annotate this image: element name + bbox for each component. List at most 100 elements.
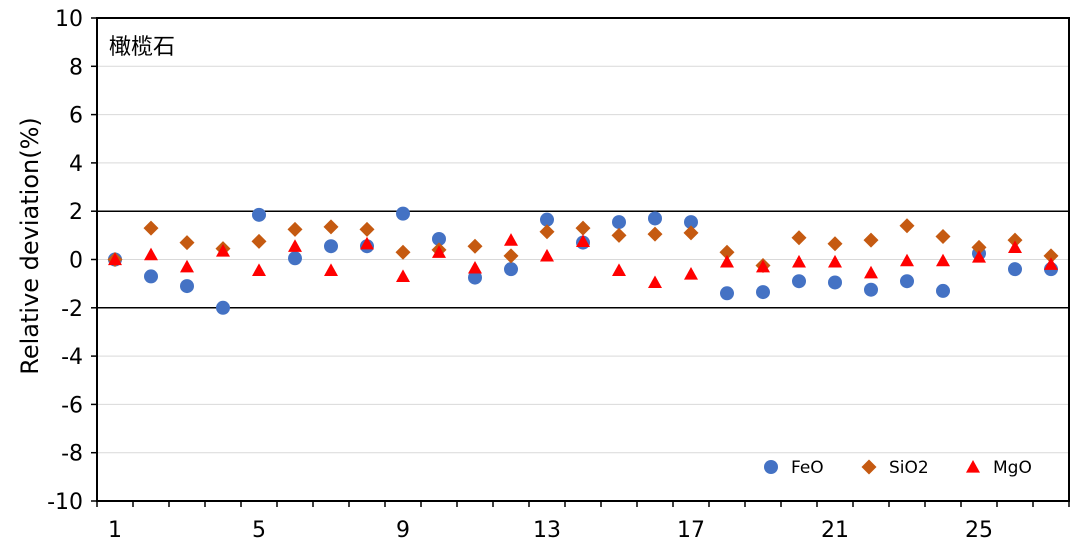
y-tick-label: -8 xyxy=(61,442,83,467)
mgo-point xyxy=(1008,240,1022,254)
feo-point xyxy=(900,274,914,289)
mgo-point xyxy=(144,247,158,261)
feo-point xyxy=(396,206,410,221)
mgo-point xyxy=(288,239,302,252)
legend-marker xyxy=(764,460,778,474)
sio2-point xyxy=(899,218,915,234)
feo-point xyxy=(720,286,734,301)
sio2-point xyxy=(395,244,411,260)
mgo-point xyxy=(792,254,806,268)
sio2-point xyxy=(611,227,627,243)
mgo-point xyxy=(576,234,590,247)
x-tick-label: 5 xyxy=(252,518,266,543)
sio2-point xyxy=(1007,232,1023,248)
sio2-point xyxy=(179,235,195,251)
feo-point xyxy=(540,212,554,227)
sio2-point xyxy=(503,248,519,264)
legend-item-feo: FeO xyxy=(764,458,824,478)
sio2-point xyxy=(683,225,699,241)
feo-point xyxy=(792,274,806,289)
data-points xyxy=(107,206,1059,315)
mgo-point xyxy=(756,259,770,273)
y-tick-label: 10 xyxy=(55,7,83,32)
chart-title: 橄榄石 xyxy=(109,35,175,60)
mgo-point xyxy=(864,265,878,279)
y-tick-label: 8 xyxy=(69,55,83,80)
mgo-point xyxy=(180,259,194,273)
mgo-point xyxy=(540,248,554,262)
x-tick-label: 17 xyxy=(677,518,705,543)
legend: FeO SiO2 MgO xyxy=(764,458,1032,478)
mgo-point xyxy=(972,250,986,263)
legend-item-sio2: SiO2 xyxy=(861,458,929,478)
mgo-point xyxy=(360,236,374,250)
sio2-point xyxy=(935,229,951,245)
x-tick-label: 9 xyxy=(396,518,410,543)
mgo-point xyxy=(252,263,266,276)
legend-marker xyxy=(861,459,877,475)
grid-lines xyxy=(97,17,1069,502)
feo-point xyxy=(756,285,770,300)
feo-point xyxy=(828,275,842,290)
feo-point xyxy=(504,262,518,277)
sio2-point xyxy=(323,219,339,235)
mgo-point xyxy=(684,266,698,280)
y-tick-label: -2 xyxy=(61,297,83,322)
feo-point xyxy=(144,269,158,284)
sio2-point xyxy=(467,238,483,254)
mgo-point xyxy=(468,260,482,274)
sio2-point xyxy=(647,226,663,242)
sio2-point xyxy=(575,220,591,236)
series-mgo xyxy=(108,233,1058,289)
x-tick-label: 21 xyxy=(821,518,849,543)
y-tick-label: 4 xyxy=(69,152,83,177)
feo-point xyxy=(648,211,662,226)
sio2-point xyxy=(863,232,879,248)
mgo-point xyxy=(900,253,914,267)
sio2-point xyxy=(539,224,555,240)
feo-point xyxy=(612,215,626,230)
sio2-point xyxy=(719,244,735,260)
y-tick-label: 2 xyxy=(69,200,83,225)
feo-point xyxy=(1008,262,1022,277)
feo-point xyxy=(180,279,194,294)
x-axis-ticks: 1 5 9 13 17 21 25 xyxy=(96,501,1070,543)
y-tick-label: -6 xyxy=(61,393,83,418)
sio2-point xyxy=(359,221,375,237)
feo-point xyxy=(864,282,878,297)
mgo-point xyxy=(396,269,410,283)
mgo-point xyxy=(108,252,122,266)
sio2-point xyxy=(143,220,159,236)
feo-point xyxy=(252,207,266,222)
mgo-point xyxy=(1044,257,1058,270)
mgo-point xyxy=(720,254,734,268)
legend-marker xyxy=(966,460,980,473)
mgo-point xyxy=(828,254,842,268)
y-tick-label: 0 xyxy=(69,249,83,274)
sio2-point xyxy=(251,233,267,249)
legend-label: MgO xyxy=(993,458,1032,478)
y-tick-label: -4 xyxy=(61,345,83,370)
feo-point xyxy=(288,251,302,266)
legend-label: SiO2 xyxy=(889,458,929,478)
x-tick-label: 1 xyxy=(108,518,122,543)
series-sio2 xyxy=(107,218,1059,274)
x-tick-label: 25 xyxy=(965,518,993,543)
mgo-point xyxy=(324,263,338,276)
sio2-point xyxy=(827,236,843,252)
x-tick-label: 13 xyxy=(533,518,561,543)
mgo-point xyxy=(936,253,950,267)
feo-point xyxy=(684,215,698,230)
sio2-point xyxy=(971,239,987,255)
mgo-point xyxy=(432,245,446,258)
y-tick-label: -10 xyxy=(47,490,83,515)
mgo-point xyxy=(504,233,518,246)
mgo-point xyxy=(648,275,662,289)
y-axis-ticks: 10 8 6 4 2 0 -2 -4 -6 -8 -10 xyxy=(47,7,97,515)
sio2-point xyxy=(791,230,807,246)
feo-point xyxy=(936,283,950,298)
legend-label: FeO xyxy=(791,458,824,478)
y-tick-label: 6 xyxy=(69,104,83,129)
y-axis-label: Relative deviation(%) xyxy=(16,117,44,375)
